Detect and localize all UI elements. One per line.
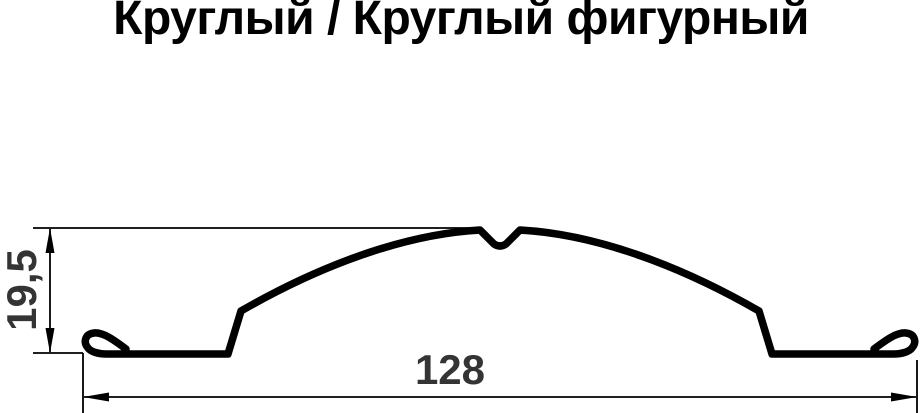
- height-dimension-label: 19,5: [0, 249, 45, 331]
- arrow-right-icon: [891, 392, 917, 402]
- arrow-up-icon: [45, 228, 55, 253]
- arrow-left-icon: [83, 392, 109, 402]
- arrow-down-icon: [45, 328, 55, 353]
- picket-profile-outline: [81, 226, 919, 358]
- width-dimension-label: 128: [414, 346, 486, 393]
- page-title: Круглый / Круглый фигурный: [113, 0, 809, 45]
